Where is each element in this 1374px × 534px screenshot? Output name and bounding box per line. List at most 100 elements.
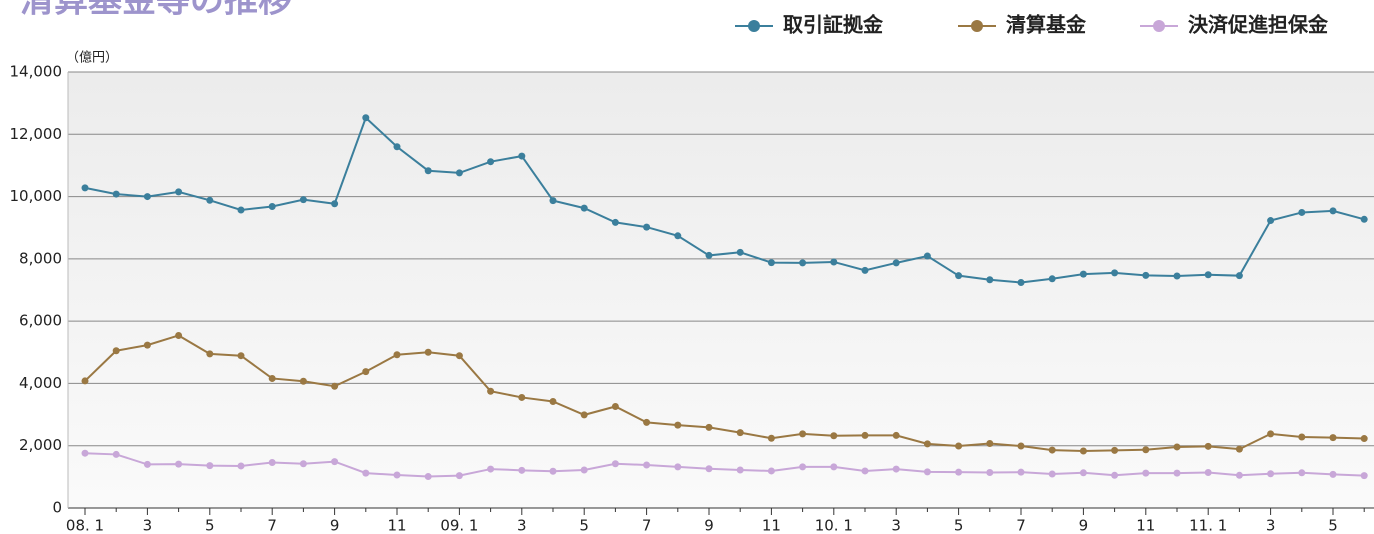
data-point	[643, 223, 651, 231]
data-point	[175, 460, 183, 468]
data-point	[1267, 217, 1275, 225]
data-point	[674, 232, 682, 240]
data-point	[549, 197, 557, 205]
data-point	[705, 465, 713, 473]
data-point	[923, 252, 931, 260]
x-tick-label: 3	[143, 517, 153, 534]
data-point	[1017, 279, 1025, 287]
data-point	[175, 331, 183, 339]
data-point	[736, 466, 744, 474]
x-tick-label: 09. 1	[440, 517, 478, 534]
data-point	[986, 276, 994, 284]
data-point	[268, 459, 276, 467]
x-tick-label: 5	[205, 517, 215, 534]
data-point	[1048, 446, 1056, 454]
data-point	[81, 449, 89, 457]
data-point	[393, 143, 401, 151]
data-point	[299, 460, 307, 468]
data-point	[1079, 447, 1087, 455]
data-point	[1142, 469, 1150, 477]
y-tick-label: 14,000	[10, 63, 63, 81]
data-point	[331, 458, 339, 466]
data-point	[175, 188, 183, 196]
data-point	[1111, 471, 1119, 479]
data-point	[393, 471, 401, 479]
data-point	[424, 348, 432, 356]
x-tick-label: 5	[579, 517, 589, 534]
data-point	[892, 431, 900, 439]
data-point	[861, 467, 869, 475]
data-point	[1360, 435, 1368, 443]
data-point	[1267, 470, 1275, 478]
data-point	[518, 466, 526, 474]
data-point	[1017, 442, 1025, 450]
data-point	[362, 368, 370, 376]
data-point	[674, 421, 682, 429]
data-point	[1298, 208, 1306, 216]
data-point	[143, 341, 151, 349]
data-point	[580, 466, 588, 474]
x-tick-label: 11	[387, 517, 406, 534]
y-unit-label: （億円）	[66, 50, 118, 66]
legend-label: 取引証拠金	[783, 13, 884, 37]
data-point	[237, 462, 245, 470]
data-point	[705, 423, 713, 431]
data-point	[580, 411, 588, 419]
y-tick-label: 8,000	[19, 249, 62, 267]
data-point	[362, 114, 370, 122]
data-point	[487, 158, 495, 166]
data-point	[674, 463, 682, 471]
data-point	[455, 352, 463, 360]
y-tick-label: 0	[52, 499, 62, 517]
legend-marker	[748, 20, 760, 32]
data-point	[643, 418, 651, 426]
data-point	[736, 429, 744, 437]
data-point	[206, 196, 214, 204]
data-point	[112, 347, 120, 355]
data-point	[487, 387, 495, 395]
data-point	[1173, 469, 1181, 477]
data-point	[393, 351, 401, 359]
x-tick-label: 11	[762, 517, 781, 534]
data-point	[455, 169, 463, 177]
x-tick-label: 7	[1016, 517, 1026, 534]
data-point	[143, 193, 151, 201]
y-tick-label: 10,000	[10, 187, 63, 205]
data-point	[206, 462, 214, 470]
x-tick-label: 10. 1	[815, 517, 853, 534]
data-point	[1173, 272, 1181, 280]
data-point	[1142, 446, 1150, 454]
data-point	[955, 468, 963, 476]
x-tick-label: 11. 1	[1189, 517, 1227, 534]
data-point	[799, 463, 807, 471]
data-point	[1079, 270, 1087, 278]
data-point	[799, 430, 807, 438]
data-point	[1298, 469, 1306, 477]
data-point	[923, 440, 931, 448]
y-tick-label: 4,000	[19, 374, 62, 392]
data-point	[892, 259, 900, 267]
y-tick-label: 6,000	[19, 312, 62, 330]
data-point	[81, 184, 89, 192]
data-point	[487, 465, 495, 473]
data-point	[830, 258, 838, 266]
data-point	[81, 377, 89, 385]
data-point	[1267, 430, 1275, 438]
x-tick-label: 7	[267, 517, 277, 534]
data-point	[1360, 472, 1368, 480]
data-point	[455, 472, 463, 480]
data-point	[549, 467, 557, 475]
data-point	[580, 204, 588, 212]
data-point	[518, 393, 526, 401]
data-point	[1204, 271, 1212, 279]
y-tick-label: 12,000	[10, 125, 63, 143]
data-point	[705, 251, 713, 259]
legend-marker	[971, 20, 983, 32]
data-point	[424, 167, 432, 175]
data-point	[955, 442, 963, 450]
x-tick-label: 9	[330, 517, 340, 534]
legend-label: 清算基金	[1006, 13, 1087, 37]
series-line	[84, 116, 1365, 284]
data-point	[767, 259, 775, 267]
